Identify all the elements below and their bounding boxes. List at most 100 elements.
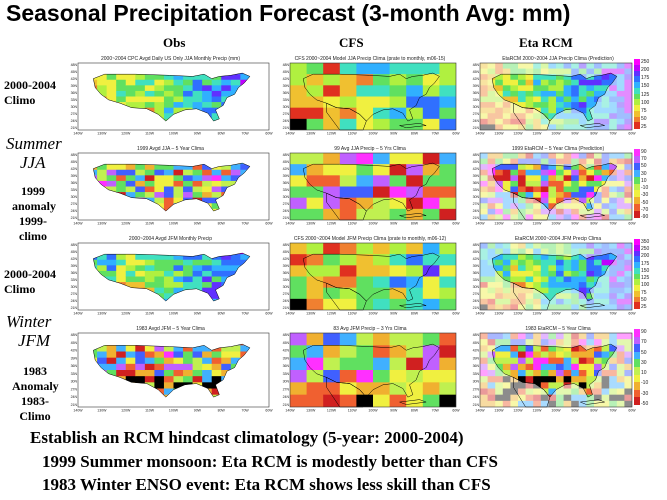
map-field-cell [356,243,374,255]
map-field-cell [339,345,357,359]
map-field-cell [154,265,165,272]
map-field-cell [211,370,222,377]
colorbar-segment [634,110,640,117]
map-field-cell [548,370,557,377]
map-field-cell [125,363,136,371]
map-field-cell [495,175,504,182]
colorbar-tick-label: 175 [641,75,650,82]
map-field-cell [373,63,391,75]
map-field-cell [389,333,407,346]
map-field-cell [306,357,324,371]
lon-tick-label: 110W [145,409,155,413]
map-field-cell [495,259,504,266]
lat-tick-label: 27N [71,112,78,116]
map-field-cell [339,197,357,210]
map-field-cell [510,259,519,266]
map-field-cell [495,85,504,92]
lat-tick-label: 24N [473,119,480,123]
map-field-cell [525,90,534,97]
map-field-cell [518,85,527,92]
lat-tick-label: 39N [473,174,480,178]
lon-tick-label: 130W [97,409,107,413]
lat-tick-label: 48N [283,153,290,157]
map-field-cell [306,107,324,120]
map-field-cell [183,259,194,266]
map-field-cell [389,85,407,97]
map-field-cell [306,276,324,289]
map-field-cell [586,192,595,199]
map-field-cell [389,63,407,75]
map-field-cell [518,282,527,289]
map-field-cell [510,370,519,377]
map-field-cell [439,370,457,383]
lon-tick-label: 120W [121,222,131,226]
lon-tick-label: 60W [452,409,460,413]
colorbar [634,59,640,129]
map-field-cell [144,276,155,283]
colorbar-segment [634,273,640,280]
map-field-cell [202,90,213,97]
map-field-cell [578,164,587,171]
map-field-cell [548,282,557,289]
colorbar-tick-label: 75 [641,107,647,114]
colorbar-tick-label: 50 [641,115,647,122]
map-field-cell [163,388,175,396]
map-field-cell [406,118,424,131]
map-field-cell [135,102,146,109]
map-field-cell [525,370,534,377]
colorbar-segment [634,302,640,309]
map-field-cell [389,186,407,199]
map-field-cell [125,370,136,377]
map-field-cell [556,287,565,294]
lat-tick-label: 30N [71,380,78,384]
map-field-cell [586,90,595,97]
map-field-cell [163,376,175,383]
lon-tick-label: 130W [97,222,107,226]
lat-tick-label: 42N [71,349,78,353]
map-field-cell [533,345,542,352]
map-field-cell [135,357,146,365]
lon-tick-label: 140W [475,312,485,316]
colorbar [634,149,640,219]
lat-tick-label: 39N [71,174,78,178]
map-field-cell [594,169,603,176]
map-field-cell [202,351,213,359]
lat-tick-label: 42N [283,167,290,171]
map-field-cell [192,376,203,383]
lat-tick-label: 21N [473,403,480,407]
colorbar-segment [634,397,640,406]
map-field-cell [202,197,213,204]
lat-tick-label: 48N [283,333,290,337]
map-field-cell [495,74,504,81]
map-field-cell [556,370,565,377]
map-field-cell [356,164,374,176]
map-field-cell [578,85,587,92]
lon-tick-label: 110W [533,132,543,136]
lat-tick-label: 39N [71,84,78,88]
map-field-cell [97,90,108,97]
lat-tick-label: 24N [283,395,290,399]
map-field-cell [173,376,184,383]
map-field-cell [221,270,232,277]
map-field-cell [540,85,549,92]
map-field-cell [510,254,519,261]
map-field-cell [306,85,324,97]
map-field-cell [163,287,175,294]
lat-tick-label: 42N [71,257,78,261]
map-field-cell [230,345,241,352]
map-field-cell [389,96,407,109]
map-field-cell [339,394,357,408]
map-field-cell [323,333,341,346]
map-field-cell [173,370,184,377]
lon-tick-label: 70W [432,222,440,226]
map-field-cell [563,370,572,377]
map-field-cell [578,90,587,97]
map-field-cell [173,102,184,109]
map-field-cell [578,107,587,114]
map-field-cell [173,265,184,272]
map-field-cell [323,164,341,176]
map-field-cell [144,192,155,199]
map-field-cell [439,96,457,109]
map-field-cell [135,90,146,97]
colorbar-segment [634,190,640,198]
